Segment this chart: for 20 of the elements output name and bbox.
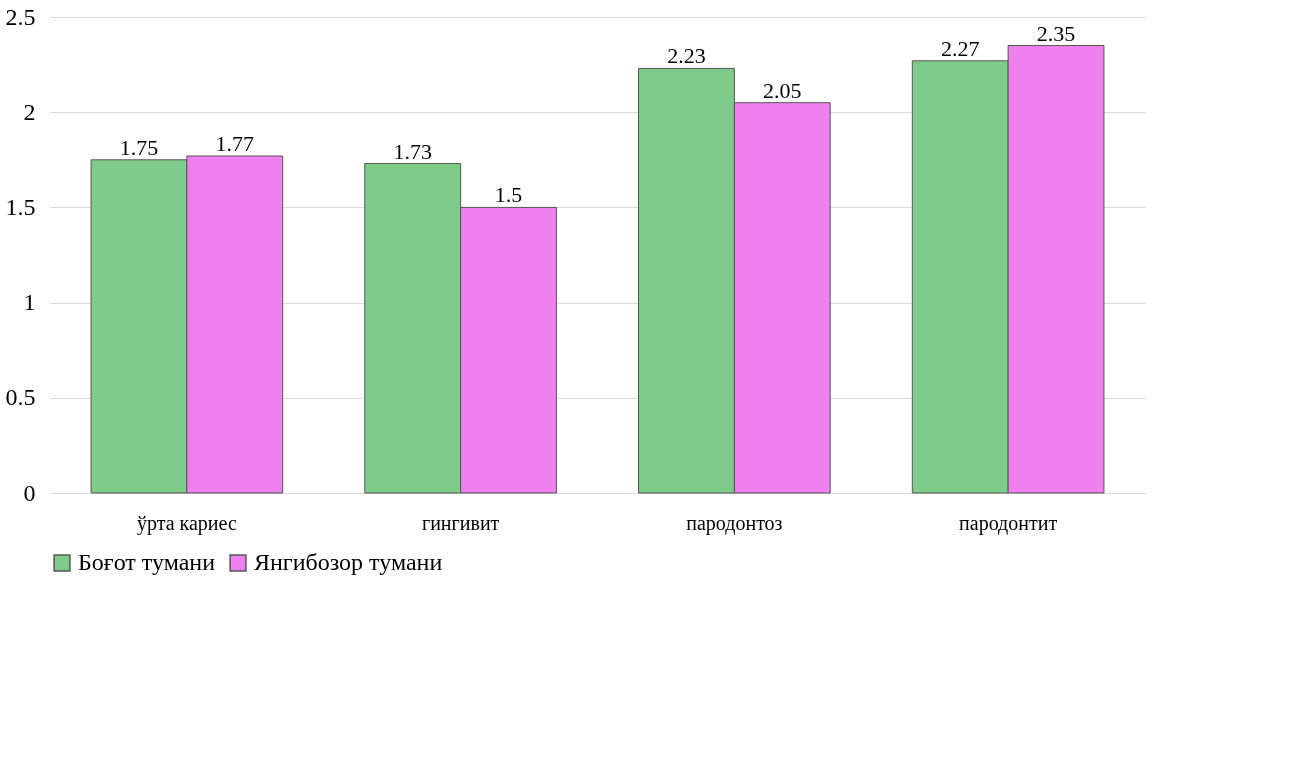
y-tick-label: 2 bbox=[23, 98, 36, 125]
legend-label: Боғот тумани bbox=[78, 549, 216, 575]
data-label: 1.5 bbox=[494, 182, 523, 208]
data-label: 2.05 bbox=[763, 77, 802, 103]
data-label: 1.75 bbox=[119, 134, 159, 160]
y-tick-label: 2.5 bbox=[5, 3, 36, 30]
x-tick-label: гингивит bbox=[421, 511, 500, 534]
legend-label: Янгибозор тумани bbox=[254, 549, 443, 575]
x-tick-label: ўрта кариес bbox=[136, 511, 237, 535]
data-label: 2.27 bbox=[940, 35, 980, 61]
x-tick-label: пародонтит bbox=[959, 511, 1058, 535]
y-tick-label: 1.5 bbox=[5, 193, 36, 220]
data-label: 1.73 bbox=[393, 138, 432, 164]
data-label: 1.77 bbox=[215, 130, 255, 156]
y-tick-label: 0.5 bbox=[5, 384, 36, 411]
y-tick-label: 0 bbox=[23, 479, 36, 506]
x-tick-label: пародонтоз bbox=[686, 511, 783, 535]
y-tick-label: 1 bbox=[23, 289, 36, 316]
data-label: 2.35 bbox=[1036, 20, 1076, 46]
data-label: 2.23 bbox=[667, 43, 706, 69]
